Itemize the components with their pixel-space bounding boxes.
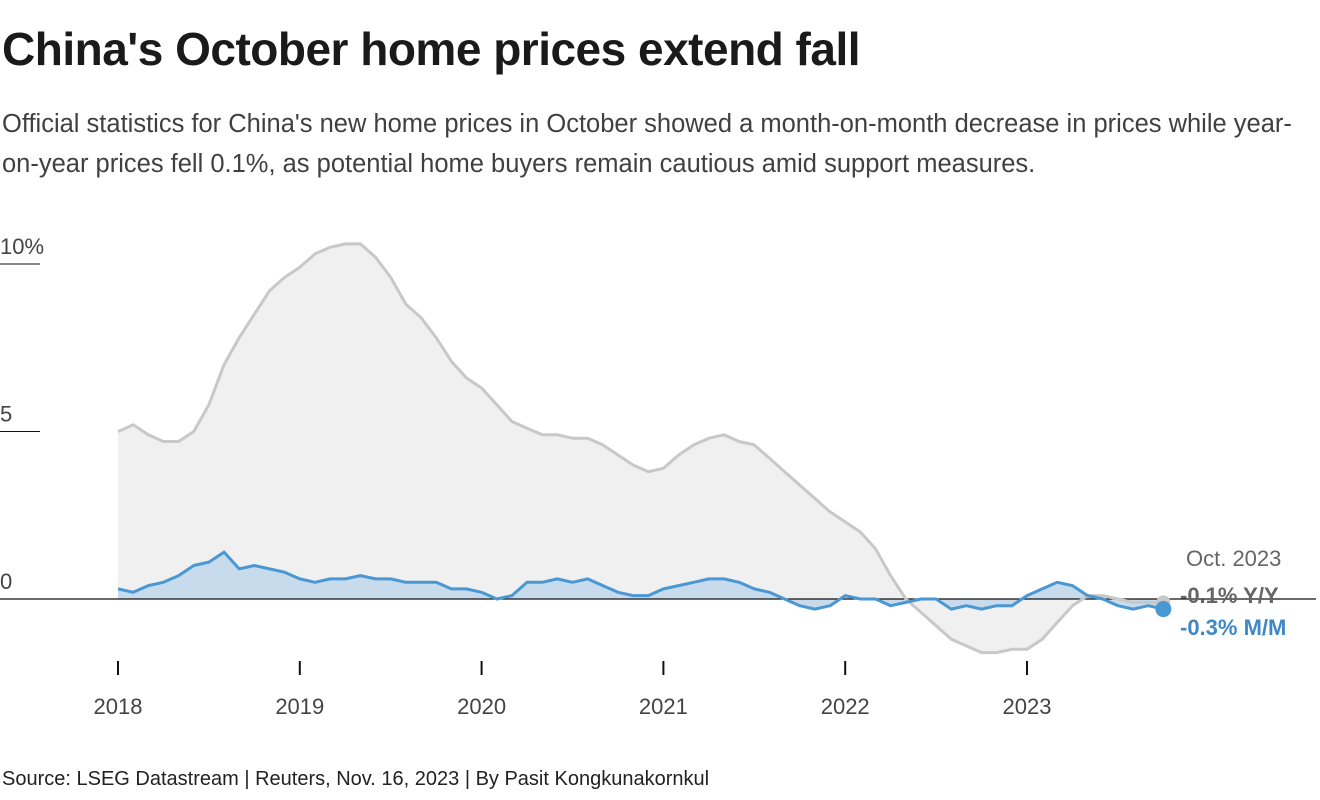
mom-value-label: -0.3% M/M (1180, 615, 1286, 640)
yoy-value-label: -0.1% Y/Y (1180, 583, 1279, 608)
y-tick-label: 0 (0, 569, 12, 594)
x-tick-label: 2019 (275, 694, 324, 719)
x-tick-label: 2020 (457, 694, 506, 719)
y-tick-label: 10% (0, 234, 44, 259)
chart-subtitle: Official statistics for China's new home… (2, 110, 1292, 178)
home-price-chart: 10% 5 0 2018 2019 2020 2021 2022 2023 Oct. 2023… (0, 234, 1316, 719)
x-tick-label: 2022 (821, 694, 870, 719)
mom-area (118, 552, 1164, 610)
mom-endpoint (1155, 601, 1172, 618)
x-axis: 2018 2019 2020 2021 2022 2023 (94, 661, 1052, 719)
y-axis: 10% 5 0 (0, 234, 44, 594)
end-labels: Oct. 2023 -0.1% Y/Y -0.3% M/M (1180, 546, 1286, 640)
y-tick-label: 5 (0, 402, 12, 427)
chart-title: China's October home prices extend fall (2, 23, 861, 75)
x-tick-label: 2021 (639, 694, 688, 719)
yoy-line (117, 242, 1164, 655)
x-tick-label: 2018 (94, 694, 143, 719)
yoy-area (118, 243, 1164, 653)
source-note: Source: LSEG Datastream | Reuters, Nov. … (2, 768, 710, 790)
x-tick-label: 2023 (1003, 694, 1052, 719)
plot-area (0, 242, 1316, 655)
period-label: Oct. 2023 (1186, 546, 1281, 571)
mom-line (117, 550, 1164, 611)
